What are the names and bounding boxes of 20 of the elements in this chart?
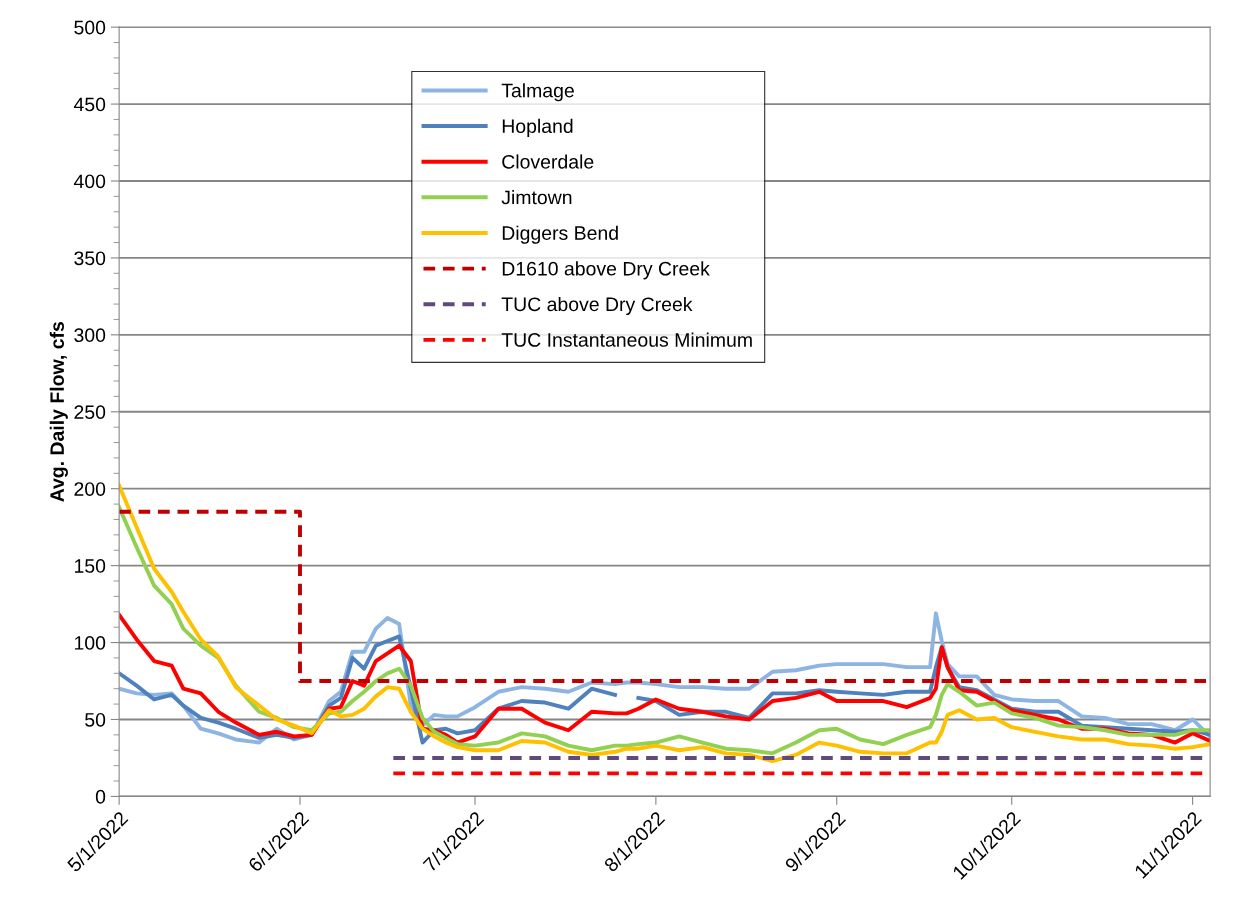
y-tick-label: 300: [74, 328, 106, 343]
legend-label: TUC Instantaneous Minimum: [501, 332, 752, 347]
y-tick-label: 350: [74, 251, 106, 266]
legend-label: D1610 above Dry Creek: [502, 261, 710, 280]
y-tick-label: 100: [74, 636, 106, 650]
y-tick-label: 500: [74, 20, 106, 35]
legend-label: Talmage: [501, 83, 574, 102]
y-tick-label: 200: [74, 482, 106, 496]
y-tick-label: 150: [74, 559, 106, 573]
legend-label: TUC above Dry Creek: [501, 296, 693, 316]
legend-label: Hopland: [502, 118, 573, 137]
y-tick-label: 250: [74, 405, 106, 420]
y-tick-label: 0: [95, 789, 106, 804]
y-axis-title: Avg. Daily Flow, cfs: [49, 321, 68, 502]
legend-label: Cloverdale: [502, 154, 594, 169]
y-tick-label: 50: [85, 712, 106, 727]
legend-label: Diggers Bend: [502, 225, 618, 244]
y-tick-label: 400: [73, 174, 106, 189]
legend-label: Jimtown: [501, 190, 572, 205]
y-tick-label: 450: [73, 97, 106, 112]
